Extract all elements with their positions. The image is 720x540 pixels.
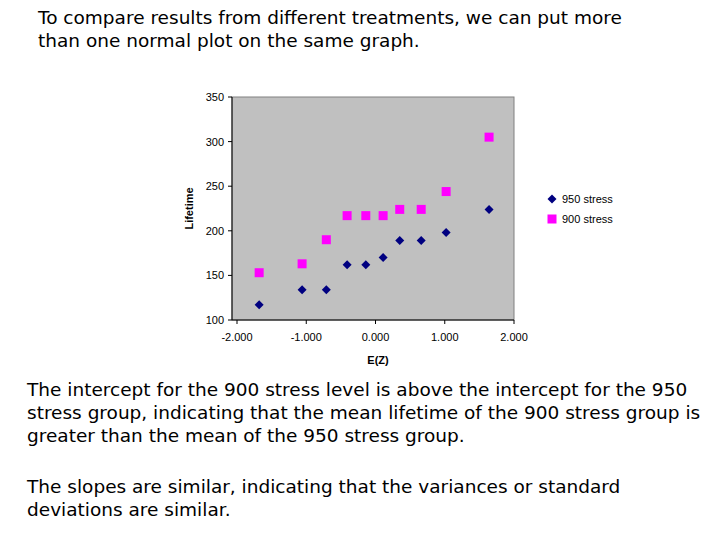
point — [442, 187, 451, 196]
x-tick-label: -1.000 — [291, 331, 322, 343]
point — [442, 228, 451, 237]
point — [379, 253, 388, 262]
x-axis-label: E(Z) — [367, 354, 389, 366]
y-axis — [232, 97, 233, 320]
plot-area — [232, 97, 514, 320]
point — [417, 236, 426, 245]
point — [343, 260, 352, 269]
point — [379, 211, 388, 220]
point — [395, 236, 404, 245]
slide-heading: To compare results from different treatm… — [38, 6, 638, 52]
point — [343, 211, 352, 220]
legend-marker — [548, 215, 557, 224]
x-tick — [514, 320, 515, 324]
x-tick-label: -2.000 — [221, 331, 252, 343]
legend-label: 900 stress — [562, 213, 613, 225]
point — [361, 211, 370, 220]
point — [485, 205, 494, 214]
point — [298, 285, 307, 294]
x-tick-label: 1.000 — [431, 331, 459, 343]
point — [298, 259, 307, 268]
y-tick — [228, 141, 232, 142]
y-tick-label: 100 — [206, 314, 224, 326]
x-axis — [232, 320, 514, 321]
y-tick — [228, 275, 232, 276]
x-tick — [306, 320, 307, 324]
point — [485, 133, 494, 142]
x-tick — [444, 320, 445, 324]
point — [322, 285, 331, 294]
chart: 100 150 200 250 300 350 -2.000 -1.000 0.000 1.000… — [0, 0, 720, 540]
legend-label: 950 stress — [562, 193, 613, 205]
y-tick-label: 350 — [206, 91, 224, 103]
point — [361, 260, 370, 269]
x-tick-label: 0.000 — [362, 331, 390, 343]
legend-marker — [548, 195, 557, 204]
x-tick-label: 2.000 — [500, 331, 528, 343]
y-tick — [228, 186, 232, 187]
y-tick — [228, 320, 232, 321]
y-tick-label: 200 — [206, 225, 224, 237]
point — [255, 300, 264, 309]
y-tick-label: 250 — [206, 180, 224, 192]
slide-paragraph: The slopes are similar, indicating that … — [27, 475, 707, 521]
y-tick — [228, 97, 232, 98]
y-tick-label: 300 — [206, 136, 224, 148]
slide-paragraph: The intercept for the 900 stress level i… — [27, 378, 707, 447]
x-tick — [237, 320, 238, 324]
point — [322, 235, 331, 244]
y-axis-label: Lifetime — [183, 187, 195, 229]
point — [255, 268, 264, 277]
point — [395, 205, 404, 214]
points — [255, 133, 494, 310]
y-tick — [228, 230, 232, 231]
y-tick-label: 150 — [206, 269, 224, 281]
point — [417, 205, 426, 214]
x-tick — [375, 320, 376, 324]
